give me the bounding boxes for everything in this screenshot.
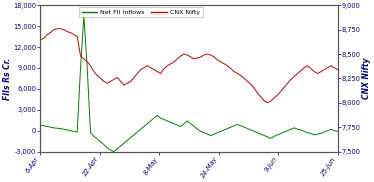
Legend: Net FII Inflows, CNX Nifty: Net FII Inflows, CNX Nifty: [79, 7, 203, 17]
Y-axis label: FIIs Rs Cr.: FIIs Rs Cr.: [3, 57, 12, 100]
Y-axis label: CNX Nifty: CNX Nifty: [362, 58, 371, 99]
